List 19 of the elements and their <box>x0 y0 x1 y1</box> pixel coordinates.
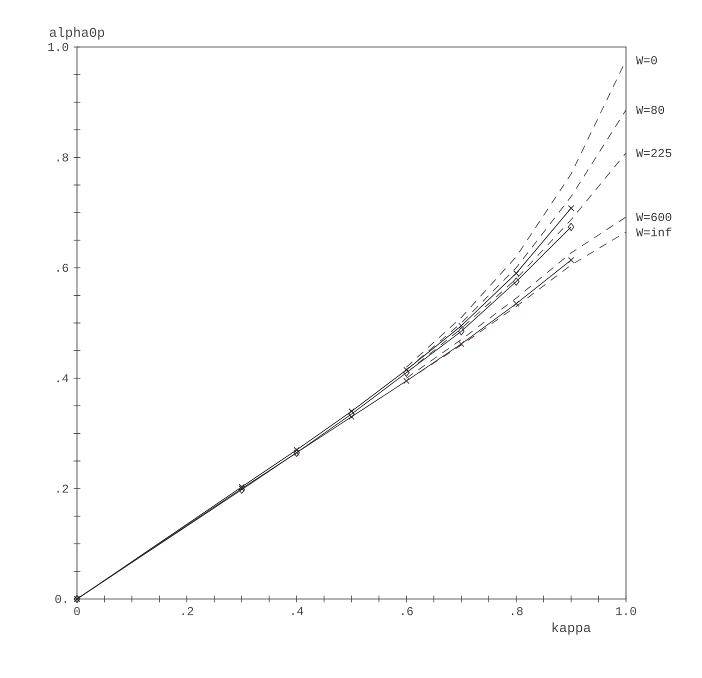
series-label: W=80 <box>636 106 664 114</box>
y-tick-label: 0. <box>55 594 66 604</box>
x-axis-title: kappa <box>552 622 591 635</box>
x-tick-label: .4 <box>292 607 304 615</box>
x-tick-label: .6 <box>402 607 413 616</box>
y-tick-label: 1.0 <box>48 42 68 52</box>
x-tick-label: 1.0 <box>616 607 636 616</box>
x-tick-label: .2 <box>182 607 194 616</box>
series-label: W=600 <box>636 212 672 222</box>
y-tick-label: .4 <box>57 374 68 382</box>
y-tick-label: .6 <box>57 264 68 272</box>
x-tick-label: 0 <box>74 607 80 616</box>
series-label: W=0 <box>636 56 657 64</box>
y-tick-label: .8 <box>57 153 68 162</box>
x-tick-label: .8 <box>512 607 523 616</box>
series-label: W=inf <box>636 228 672 236</box>
y-tick-label: .2 <box>57 484 68 493</box>
series-label: W=225 <box>636 148 672 158</box>
y-axis-title: alpha0p <box>50 27 104 40</box>
